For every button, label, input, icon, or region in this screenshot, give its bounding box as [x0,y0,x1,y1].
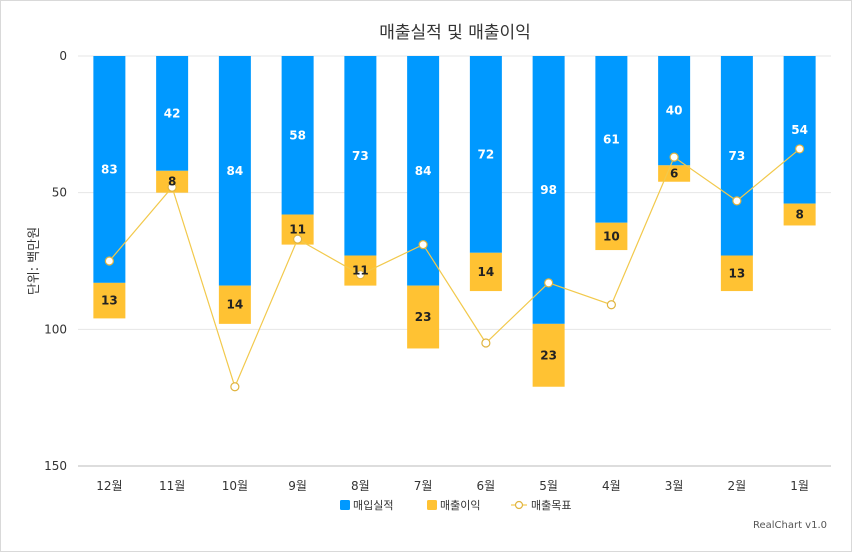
legend[interactable]: 매입실적 매출이익 매출목표 [340,499,571,512]
y-tick-label: 50 [52,186,67,200]
target-line-path [108,148,801,389]
grid: 0 50 100 150 [44,49,831,473]
x-tick-label: 4월 [602,479,621,493]
target-point [732,196,742,206]
x-tick-label: 7월 [414,479,433,493]
target-point [293,234,303,244]
bar-profit [469,252,502,292]
data-label: 8 [795,208,803,222]
target-point [606,300,616,310]
bar-profit [658,165,691,182]
data-label: 8 [168,175,176,189]
bar-profit [218,285,251,324]
x-tick-label: 5월 [539,479,558,493]
data-label: 83 [101,162,118,176]
legend-label: 매출이익 [440,499,480,512]
x-ticks: 12월 11월 10월 9월 8월 7월 6월 5월 4월 3월 2월 1월 [96,479,809,493]
bar-purchase [783,56,816,204]
bar-profit [720,255,753,292]
bar-purchase [469,56,502,253]
data-label: 13 [101,294,118,308]
bar-purchase [156,56,189,171]
data-label: 84 [415,164,432,178]
bar-profit [783,203,816,226]
data-labels: 83 13 42 8 84 14 58 11 73 11 84 23 72 14 98 23 61 10 40 6 73… [101,104,808,363]
target-point [167,182,177,192]
data-label: 84 [227,164,244,178]
legend-marker [514,500,524,510]
data-label: 13 [729,266,746,280]
data-label: 73 [352,149,369,163]
target-point [104,256,114,266]
bar-purchase [720,56,753,256]
x-tick-label: 3월 [665,479,684,493]
target-point [795,144,805,154]
data-label: 42 [164,106,181,120]
data-label: 72 [478,147,495,161]
bar-profit [156,170,189,193]
data-label: 11 [352,264,369,278]
bar-purchase [281,56,314,215]
target-point [669,152,679,162]
x-tick-label: 11월 [159,479,185,493]
x-tick-label: 12월 [96,479,122,493]
x-tick-label: 10월 [222,479,248,493]
x-tick-label: 8월 [351,479,370,493]
bar-purchase [93,56,126,283]
y-tick-label: 150 [44,459,67,473]
target-point [481,338,491,348]
target-point [418,240,428,250]
target-point [544,278,554,288]
y-tick-label: 100 [44,322,67,336]
bar-profit [407,285,440,349]
data-label: 23 [415,310,432,324]
y-tick-label: 0 [59,49,67,63]
legend-swatch [340,500,350,510]
bar-profit [532,323,565,387]
y-axis-label: 단위: 백만원 [27,227,42,295]
x-tick-label: 2월 [728,479,747,493]
x-tick-label: 6월 [477,479,496,493]
bars [93,56,816,387]
credit-label: RealChart v1.0 [753,520,827,531]
bar-purchase [595,56,628,223]
target-point [355,270,365,280]
data-label: 61 [603,132,620,146]
data-label: 11 [289,223,306,237]
data-label: 73 [729,149,746,163]
bar-profit [595,222,628,251]
data-label: 14 [227,298,244,312]
data-label: 54 [791,123,808,137]
target-point [230,382,240,392]
legend-label: 매입실적 [353,499,393,512]
bar-purchase [344,56,377,256]
x-tick-label: 9월 [288,479,307,493]
legend-swatch [427,500,437,510]
legend-label: 매출목표 [531,499,571,512]
bar-profit [93,282,126,319]
bar-purchase [658,56,691,166]
x-tick-label: 1월 [790,479,809,493]
data-label: 58 [289,128,306,142]
data-label: 14 [478,265,495,279]
bar-purchase [218,56,251,286]
data-label: 6 [670,167,678,181]
data-label: 40 [666,104,683,118]
data-label: 10 [603,229,620,243]
target-line [104,144,805,392]
data-label: 23 [540,348,557,362]
data-label: 98 [540,183,557,197]
chart-title: 매출실적 및 매출이익 [379,23,531,43]
